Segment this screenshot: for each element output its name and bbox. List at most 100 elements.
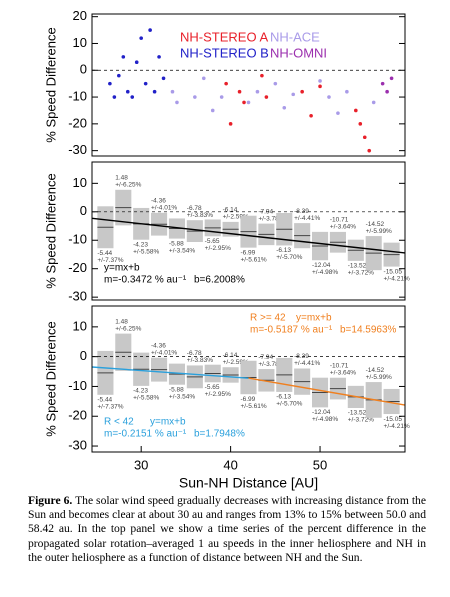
error-label: +/-3.83%	[187, 357, 213, 364]
data-point	[108, 81, 112, 86]
mean-label: -4.36	[151, 342, 166, 349]
caption: Figure 6. The solar wind speed gradually…	[28, 494, 426, 565]
mean-label: -5.65	[205, 384, 220, 391]
mean-label: -6.78	[187, 350, 202, 357]
fit-intercept: b=6.2008%	[194, 275, 245, 286]
mean-label: -8.39	[294, 353, 309, 360]
mean-label: -6.13	[276, 247, 291, 254]
data-point	[152, 89, 157, 94]
error-label: +/-2.95%	[205, 245, 231, 252]
mean-label: -7.94	[258, 208, 273, 215]
data-point	[345, 89, 349, 94]
mean-label: -5.44	[97, 250, 112, 257]
y-tick-label: 20	[73, 8, 87, 23]
y-tick-label: -10	[68, 232, 87, 247]
error-label: +/-3.83%	[187, 212, 213, 219]
error-label: +/-3.54%	[169, 393, 195, 400]
data-point	[371, 100, 376, 105]
mean-label: 1.48	[115, 175, 128, 182]
error-label: +/-3.78%	[258, 361, 284, 368]
mean-label: -15.05	[384, 268, 403, 275]
legend-label: NH-ACE	[270, 29, 320, 44]
x-axis-label: Sun-NH Distance [AU]	[179, 475, 318, 491]
error-label: +/-3.54%	[169, 247, 195, 254]
error-label: +/-3.72%	[348, 417, 374, 424]
data-point	[170, 89, 175, 94]
y-axis-label: % Speed Difference	[43, 321, 58, 436]
fit-intercept: b=14.5963%	[340, 325, 397, 336]
error-label: +/-5.70%	[276, 401, 302, 408]
mean-label: -4.23	[133, 241, 148, 248]
data-point	[148, 28, 152, 32]
error-label: +/-2.59%	[223, 359, 249, 366]
data-point	[389, 76, 394, 81]
mean-label: -10.71	[330, 362, 349, 369]
mean-label: -14.52	[366, 367, 385, 374]
mean-label: -7.94	[258, 354, 273, 361]
y-axis-label: % Speed Difference	[43, 27, 58, 142]
error-label: +/-7.37%	[97, 404, 123, 411]
x-tick-label: 40	[223, 457, 237, 472]
mean-label: -6.99	[240, 396, 255, 403]
mean-label: -12.04	[312, 262, 331, 269]
mean-label: -8.39	[294, 208, 309, 215]
plot-frame	[91, 161, 406, 301]
fit-name: R < 42	[104, 417, 134, 428]
mean-label: -12.04	[312, 409, 331, 416]
y-tick-label: -30	[68, 437, 87, 452]
mean-label: -5.88	[169, 240, 184, 247]
data-point	[125, 89, 130, 94]
fit-slope: m=-0.3472 % au⁻¹	[104, 275, 187, 286]
data-point	[242, 100, 246, 105]
error-label: +/-4.41%	[294, 215, 320, 222]
error-label: +/-5.58%	[133, 248, 159, 255]
error-label: +/-4.98%	[312, 416, 338, 423]
data-point	[117, 73, 121, 78]
plot-frame	[91, 13, 406, 157]
data-point	[282, 105, 287, 110]
error-label: +/-5.61%	[240, 256, 266, 263]
error-label: +/-6.25%	[115, 325, 141, 332]
error-label: +/-3.78%	[258, 215, 284, 222]
data-point	[380, 81, 385, 86]
data-point	[260, 73, 264, 78]
y-tick-label: 10	[73, 318, 87, 333]
error-label: +/-5.70%	[276, 254, 302, 261]
data-point	[273, 81, 278, 86]
data-point	[300, 89, 304, 94]
error-label: +/-6.25%	[115, 182, 141, 189]
y-axis-label: % Speed Difference	[43, 173, 58, 288]
data-point	[134, 60, 139, 65]
fit-equation: y=mx+b	[104, 263, 140, 274]
y-tick-label: 10	[73, 35, 87, 50]
y-tick-label: -20	[68, 408, 87, 423]
data-point	[358, 122, 363, 126]
error-label: +/-4.01%	[151, 205, 177, 212]
data-point	[121, 55, 126, 59]
data-point	[309, 114, 313, 118]
mean-label: -13.52	[348, 410, 367, 417]
y-tick-label: -20	[68, 260, 87, 275]
caption-text: The solar wind speed gradually decreases…	[28, 494, 426, 564]
mean-label: -6.99	[240, 249, 255, 256]
data-point	[291, 92, 296, 97]
y-tick-label: -30	[68, 289, 87, 304]
fit-equation: y=mx+b	[150, 417, 186, 428]
caption-label: Figure 6.	[28, 494, 73, 507]
data-point	[139, 36, 143, 40]
data-point	[362, 135, 367, 140]
data-point	[237, 89, 242, 94]
data-point	[255, 89, 260, 94]
error-label: +/-5.99%	[366, 228, 392, 235]
error-label: +/-2.59%	[223, 214, 249, 221]
data-point	[193, 95, 197, 99]
data-point	[157, 55, 161, 59]
error-label: +/-4.41%	[294, 360, 320, 367]
data-point	[354, 108, 358, 113]
data-point	[318, 84, 322, 89]
data-point	[385, 89, 389, 94]
data-point	[130, 95, 135, 99]
y-tick-label: 0	[80, 348, 87, 363]
mean-label: -13.52	[348, 263, 367, 270]
